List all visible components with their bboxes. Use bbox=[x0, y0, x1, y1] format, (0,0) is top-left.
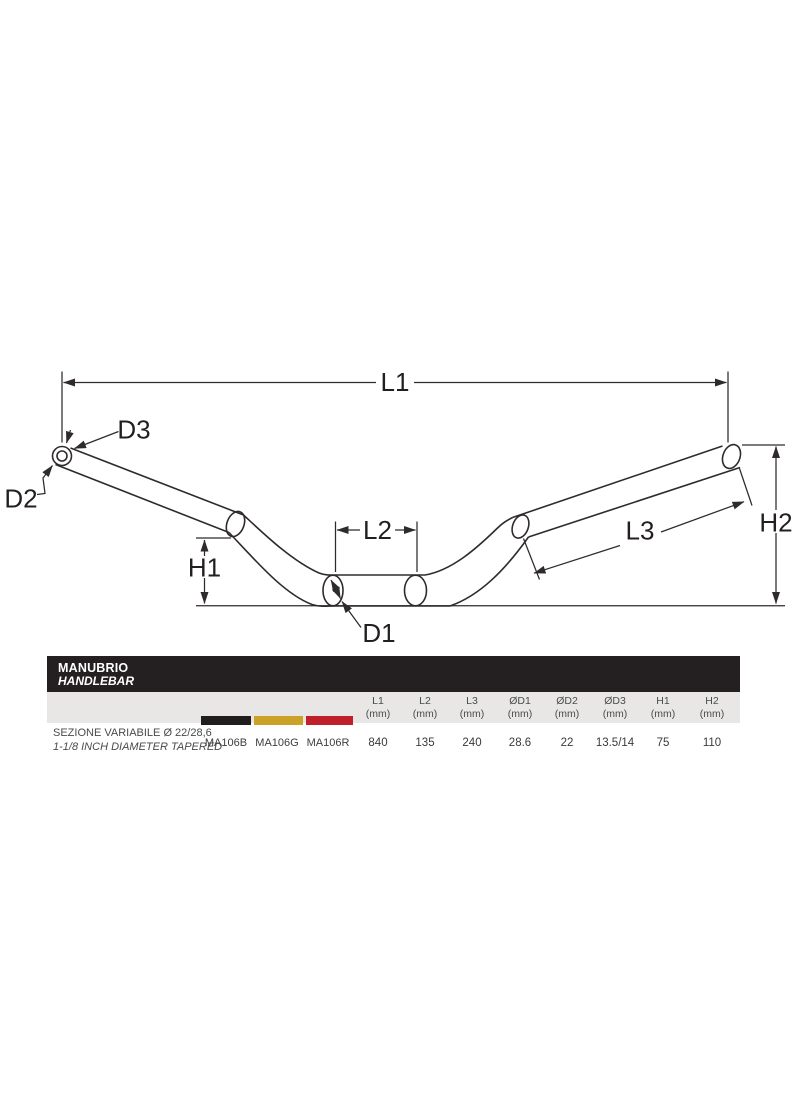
product-code-gold: MA106G bbox=[255, 737, 299, 749]
description-line-1: SEZIONE VARIABILE Ø 22/28,6 bbox=[53, 727, 212, 739]
spec-value-l1: 840 bbox=[368, 737, 388, 749]
table-title: MANUBRIO bbox=[58, 661, 129, 675]
dim-label-d2: D2 bbox=[4, 484, 37, 514]
handlebar-outline bbox=[51, 443, 742, 607]
column-header-l1: L1 (mm) bbox=[365, 695, 391, 720]
spec-value-l2: 135 bbox=[415, 737, 435, 749]
column-header-d3: ØD3 (mm) bbox=[602, 695, 628, 720]
spec-table: MANUBRIO HANDLEBAR L1 (mm) L2 (mm) L3 (m… bbox=[47, 656, 740, 758]
right-grip-top-line bbox=[512, 445, 723, 519]
dimension-l1: L1 bbox=[61, 367, 729, 443]
column-header-d2: ØD2 (mm) bbox=[554, 695, 580, 720]
dim-label-h2: H2 bbox=[759, 508, 792, 538]
product-description: SEZIONE VARIABILE Ø 22/28,6 1-1/8 INCH D… bbox=[53, 727, 222, 754]
spec-value-h2: 110 bbox=[702, 737, 722, 749]
dim-label-d1: D1 bbox=[362, 618, 395, 648]
dimension-d2: D2 bbox=[4, 465, 53, 514]
dimension-l2: L2 bbox=[334, 515, 418, 572]
column-header-d1: ØD1 (mm) bbox=[507, 695, 533, 720]
handlebar-diagram-svg: L1 L2 L3 H1 H2 D1 D2 bbox=[4, 367, 793, 648]
dimension-d3: D3 bbox=[65, 415, 151, 450]
spec-value-d1: 28.6 bbox=[508, 737, 532, 749]
dimension-h1: H1 bbox=[188, 537, 231, 604]
dim-label-d3: D3 bbox=[117, 415, 150, 445]
left-bar-end-outer-circle bbox=[51, 445, 73, 467]
dim-label-l1: L1 bbox=[381, 367, 410, 397]
dim-label-l3: L3 bbox=[626, 516, 655, 546]
description-line-2: 1-1/8 INCH DIAMETER TAPERED bbox=[53, 740, 223, 753]
column-header-l2: L2 (mm) bbox=[412, 695, 438, 720]
spec-value-d2: 22 bbox=[560, 737, 574, 749]
right-bar-end-cross-section bbox=[721, 443, 742, 470]
color-swatch-black bbox=[201, 716, 251, 725]
handlebar-technical-drawing: L1 L2 L3 H1 H2 D1 D2 bbox=[4, 367, 793, 648]
spec-value-h1: 75 bbox=[656, 737, 670, 749]
right-bend-cross-section bbox=[511, 514, 530, 539]
color-swatch-red bbox=[306, 716, 353, 725]
dimension-h2: H2 bbox=[742, 444, 793, 604]
left-grip-top-line bbox=[70, 447, 244, 516]
dimension-l3: L3 bbox=[522, 468, 753, 580]
center-top-outline bbox=[242, 514, 513, 576]
spec-table-subheader-row bbox=[47, 692, 740, 723]
left-bend-cross-section bbox=[225, 510, 246, 538]
column-header-h1: H1 (mm) bbox=[650, 695, 676, 720]
table-subtitle: HANDLEBAR bbox=[58, 674, 134, 688]
spec-value-l3: 240 bbox=[462, 737, 482, 749]
column-header-l3: L3 (mm) bbox=[459, 695, 485, 720]
dimension-d1: D1 bbox=[330, 579, 396, 648]
left-bar-end-inner-circle bbox=[56, 450, 68, 462]
spec-value-d3: 13.5/14 bbox=[595, 737, 635, 749]
color-swatch-gold bbox=[254, 716, 303, 725]
center-right-cross-section bbox=[403, 574, 428, 607]
column-header-h2: H2 (mm) bbox=[699, 695, 725, 720]
center-left-cross-section bbox=[322, 574, 344, 607]
right-grip-bottom-line bbox=[528, 466, 741, 538]
dim-label-h1: H1 bbox=[188, 553, 221, 583]
spec-table-header: MANUBRIO HANDLEBAR bbox=[47, 656, 740, 692]
product-code-red: MA106R bbox=[306, 737, 350, 749]
dim-label-l2: L2 bbox=[363, 515, 392, 545]
left-grip-bottom-line bbox=[55, 463, 230, 534]
product-code-black: MA106B bbox=[204, 737, 248, 749]
